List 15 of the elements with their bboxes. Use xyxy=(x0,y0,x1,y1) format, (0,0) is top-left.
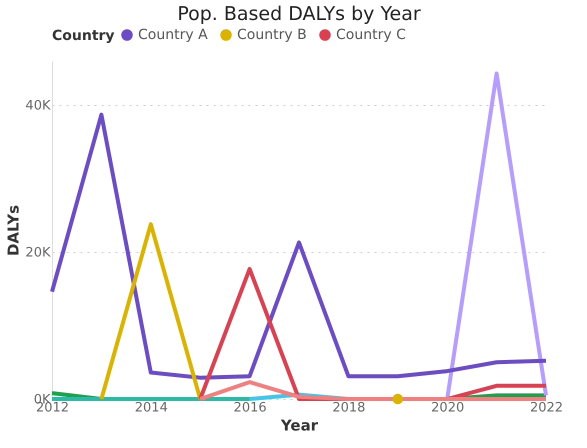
x-tick-label: 2016 xyxy=(234,400,267,416)
legend-label: Country A xyxy=(138,27,208,43)
x-tick-label: 2020 xyxy=(431,400,464,416)
chart-title: Pop. Based DALYs by Year xyxy=(177,3,421,25)
line-series xyxy=(50,112,548,380)
x-axis-title: Year xyxy=(280,416,319,434)
legend-label: Country B xyxy=(237,27,307,43)
y-axis-title: DALYs xyxy=(4,204,22,256)
y-tick-label: 40K xyxy=(25,98,51,114)
legend-title: Country xyxy=(52,28,115,44)
x-tick-label: 2022 xyxy=(530,400,564,416)
legend-label: Country C xyxy=(336,27,406,43)
y-tick-label: 20K xyxy=(25,246,51,261)
x-tick-label: 2014 xyxy=(134,400,168,416)
x-tick-label: 2018 xyxy=(332,400,366,416)
